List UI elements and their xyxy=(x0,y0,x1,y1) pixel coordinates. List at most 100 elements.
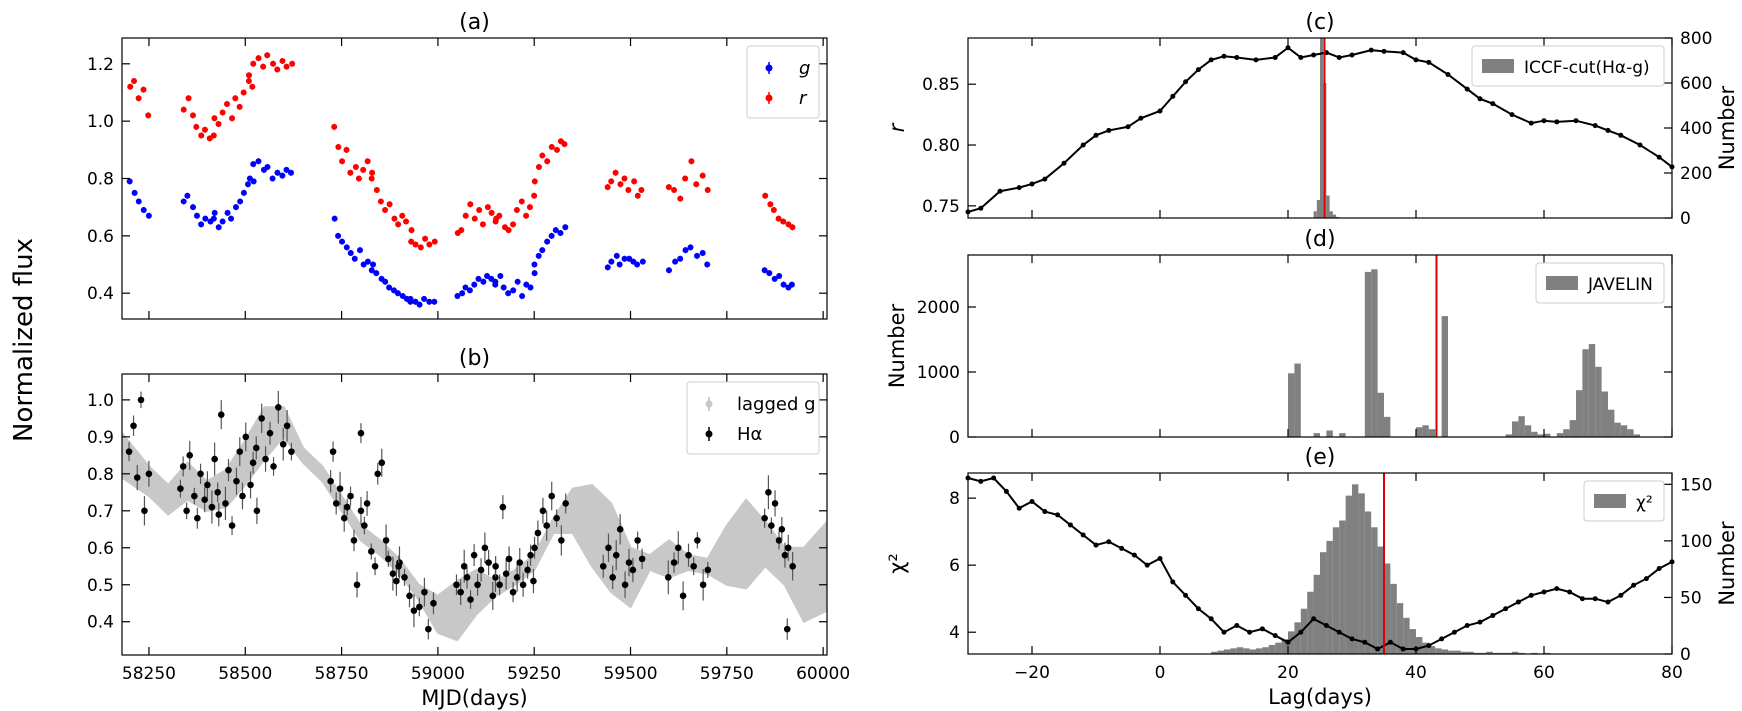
y-tick-label: 0.75 xyxy=(922,197,960,217)
legend-marker xyxy=(705,400,713,408)
histogram-bar xyxy=(1416,637,1423,654)
panel-title: (d) xyxy=(1304,227,1335,252)
data-point-r xyxy=(682,175,689,182)
data-point-halpha xyxy=(340,514,348,522)
data-point-r xyxy=(210,132,217,139)
data-point-g xyxy=(665,267,672,274)
data-point-halpha xyxy=(492,562,499,570)
data-point-halpha xyxy=(534,529,542,537)
plot-frame xyxy=(121,37,828,320)
ccf-point xyxy=(1509,112,1515,118)
histogram-bar xyxy=(1576,390,1583,437)
data-point-halpha xyxy=(357,507,365,515)
chi2-point xyxy=(1029,498,1035,504)
ccf-point xyxy=(1106,127,1112,133)
data-point-g xyxy=(557,229,564,236)
data-point-r xyxy=(467,201,474,208)
data-point-r xyxy=(229,115,236,122)
data-point-halpha xyxy=(457,588,464,596)
chi2-point xyxy=(1157,555,1163,561)
legend-swatch xyxy=(1594,494,1626,508)
chi2-point xyxy=(1323,623,1329,629)
data-point-g xyxy=(523,281,530,288)
data-point-r xyxy=(526,204,533,211)
data-point-halpha xyxy=(357,429,365,437)
histogram-bar xyxy=(1332,527,1340,654)
histogram-bar xyxy=(1486,651,1493,654)
data-point-r xyxy=(518,198,525,205)
data-point-halpha xyxy=(336,485,344,492)
ccf-point xyxy=(1490,101,1496,107)
data-point-g xyxy=(514,278,521,285)
data-point-r xyxy=(373,186,380,193)
data-point-r xyxy=(355,175,362,182)
data-point-r xyxy=(198,132,205,139)
data-point-r xyxy=(250,60,257,67)
data-point-g xyxy=(500,284,507,291)
histogram-bar xyxy=(1544,433,1551,437)
chi2-point xyxy=(1464,623,1470,629)
data-point-g xyxy=(462,284,469,291)
data-point-halpha xyxy=(137,396,145,404)
chi2-point xyxy=(1272,633,1278,639)
data-point-r xyxy=(496,212,503,219)
data-point-g xyxy=(255,158,262,165)
data-point-g xyxy=(232,204,239,211)
histogram-bar xyxy=(1633,434,1640,437)
x-tick-label: 40 xyxy=(1405,663,1427,683)
chi2-point xyxy=(1247,629,1253,635)
data-point-g xyxy=(497,272,504,279)
data-point-halpha xyxy=(350,537,358,544)
data-point-r xyxy=(403,218,410,225)
data-point-halpha xyxy=(531,544,538,552)
data-point-g xyxy=(219,218,226,225)
data-point-halpha xyxy=(430,599,437,607)
data-point-halpha xyxy=(509,588,517,596)
histogram-bar xyxy=(1409,629,1416,654)
legend-box xyxy=(746,45,820,119)
data-point-r xyxy=(417,244,424,251)
data-point-r xyxy=(395,221,402,228)
data-point-r xyxy=(135,95,142,102)
data-point-halpha xyxy=(477,566,485,574)
data-point-g xyxy=(193,212,200,219)
data-point-r xyxy=(476,207,483,214)
ccf-point xyxy=(1221,53,1227,59)
histogram-bar xyxy=(1627,429,1634,437)
data-point-halpha xyxy=(416,603,423,611)
histogram-bar xyxy=(1268,644,1276,654)
data-point-halpha xyxy=(453,581,460,589)
chi2-point xyxy=(1490,612,1496,618)
data-point-halpha xyxy=(214,489,221,496)
y-tick-label: 1000 xyxy=(917,363,960,383)
chi2-point xyxy=(1515,599,1521,605)
data-point-g xyxy=(250,161,257,168)
chi2-point xyxy=(1387,639,1393,645)
legend-box xyxy=(686,381,820,455)
chi2-point xyxy=(1541,589,1547,595)
data-point-halpha xyxy=(664,574,672,581)
y2-tick-label: 100 xyxy=(1680,532,1712,552)
histogram-bar xyxy=(1224,649,1231,654)
data-point-g xyxy=(279,172,286,179)
data-point-halpha xyxy=(270,463,277,470)
data-point-g xyxy=(531,270,538,277)
data-point-halpha xyxy=(625,559,633,566)
data-point-halpha xyxy=(233,477,240,485)
data-point-halpha xyxy=(208,503,216,511)
ccf-point xyxy=(1029,181,1035,187)
ccf-point xyxy=(1541,118,1547,124)
ccf-point xyxy=(1426,59,1432,65)
data-point-r xyxy=(561,141,568,148)
chi2-point xyxy=(1362,639,1368,645)
y-tick-label: 0 xyxy=(949,428,960,448)
data-point-g xyxy=(766,270,773,277)
data-point-r xyxy=(462,212,469,219)
chi2-point xyxy=(1400,646,1406,652)
histogram-bar xyxy=(1236,647,1244,654)
ccf-point xyxy=(1272,54,1278,60)
data-point-r xyxy=(539,152,546,159)
data-point-r xyxy=(510,221,517,228)
data-point-g xyxy=(471,281,478,288)
chi2-point xyxy=(1055,512,1061,518)
